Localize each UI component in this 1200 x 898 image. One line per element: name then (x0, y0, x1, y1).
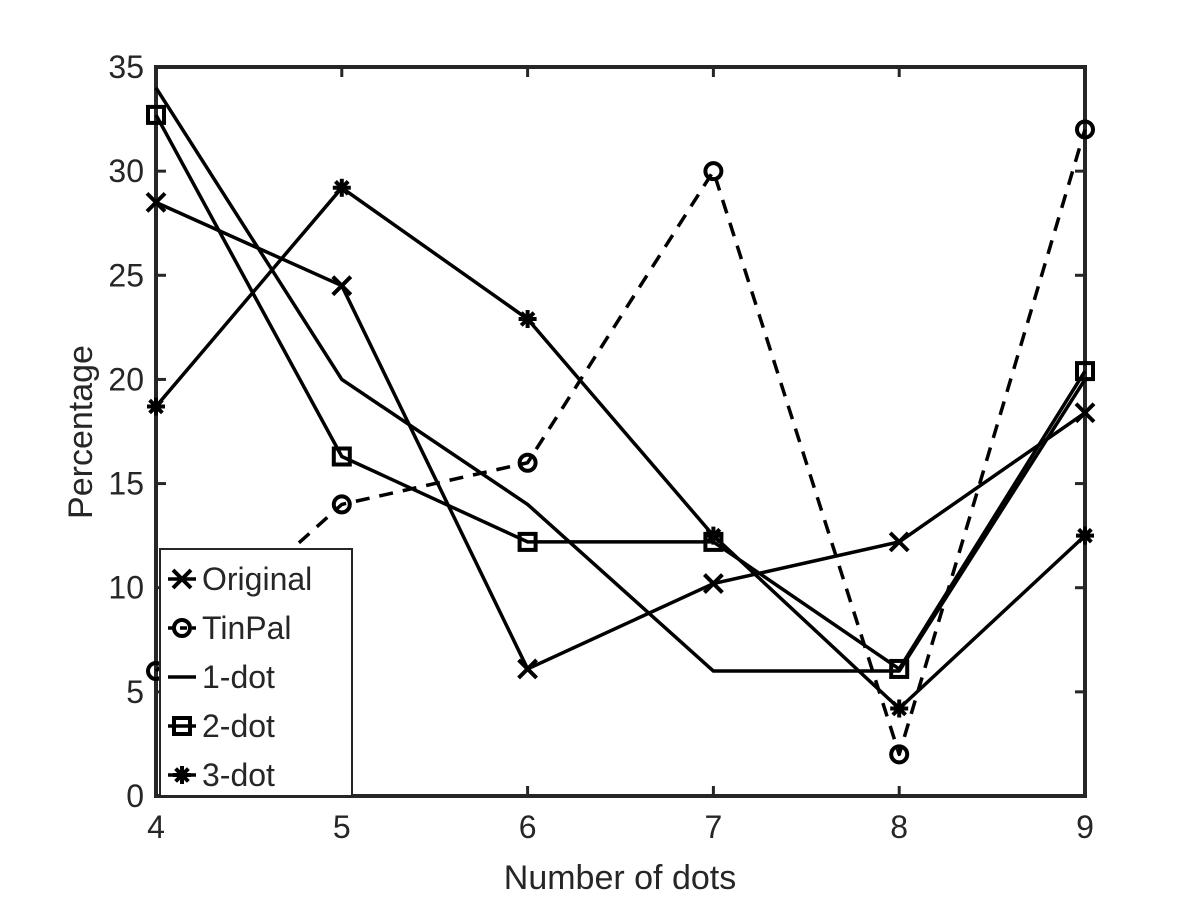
y-tick-label: 15 (108, 466, 144, 502)
data-point-original (145, 191, 167, 213)
x-tick-label: 9 (1076, 809, 1094, 845)
x-tick-label: 7 (705, 809, 723, 845)
data-point-3-dot (1076, 526, 1094, 545)
data-point-3-dot (518, 310, 537, 329)
series-line-2-dot (154, 114, 1087, 671)
legend-item-1-dot: 1-dot (168, 659, 275, 695)
series-3-dot (147, 178, 1094, 718)
legend-label: TinPal (202, 610, 292, 646)
series-line-tinpal (154, 128, 1087, 757)
legend-item-original: Original (168, 561, 312, 597)
data-point-tinpal (517, 452, 538, 473)
legend-marker (173, 766, 191, 784)
x-tick-label: 4 (147, 809, 165, 845)
data-point-3-dot (704, 526, 723, 545)
legend-label: 2-dot (202, 708, 275, 744)
series-tinpal (146, 119, 1095, 765)
y-tick-label: 30 (108, 153, 144, 189)
data-point-2-dot (146, 104, 166, 125)
legend-item-2-dot: 2-dot (168, 708, 275, 744)
data-point-tinpal (1075, 119, 1095, 140)
data-point-2-dot (331, 446, 352, 467)
data-point-original (1074, 402, 1096, 424)
x-tick-label: 5 (333, 809, 351, 845)
legend-box (159, 548, 353, 797)
data-point-tinpal (889, 744, 910, 765)
legend-label: 3-dot (202, 757, 275, 793)
x-axis-label: Number of dots (504, 859, 736, 897)
legend-marker (171, 568, 193, 590)
legend-item-3-dot: 3-dot (168, 757, 275, 793)
y-axis-label: Percentage (62, 345, 100, 519)
series-line-3-dot (154, 186, 1087, 711)
data-point-original (888, 531, 910, 553)
legend-label: 1-dot (202, 659, 275, 695)
data-point-2-dot (1075, 361, 1095, 382)
data-point-original (702, 573, 724, 594)
data-point-tinpal (703, 161, 724, 182)
data-point-original (517, 658, 539, 680)
series-line-original (155, 200, 1086, 671)
y-tick-label: 25 (108, 257, 144, 293)
data-point-2-dot (517, 531, 538, 552)
plot-area: 4 5 6 7 8 9 0 5 10 15 20 25 30 35 Original TinPal 1-dot 2… (108, 49, 1096, 845)
x-tick-label: 8 (890, 809, 908, 845)
data-point-3-dot (890, 699, 909, 718)
legend-item-tinpal: TinPal (168, 610, 292, 646)
series-original (145, 191, 1096, 680)
legend-marker (172, 618, 192, 638)
data-point-3-dot (332, 178, 351, 197)
legend-marker (172, 716, 192, 736)
data-point-2-dot (889, 658, 910, 679)
y-tick-label: 0 (126, 778, 144, 814)
y-tick-label: 20 (108, 361, 144, 397)
y-tick-label: 35 (108, 49, 144, 85)
data-point-tinpal (331, 494, 352, 515)
y-tick-label: 5 (126, 674, 144, 710)
data-point-3-dot (147, 397, 165, 416)
legend: Original TinPal 1-dot 2-dot 3-dot (159, 548, 353, 797)
y-tick-label: 10 (108, 570, 144, 606)
data-point-original (331, 275, 353, 297)
legend-label: Original (202, 561, 312, 597)
x-tick-label: 6 (519, 809, 537, 845)
